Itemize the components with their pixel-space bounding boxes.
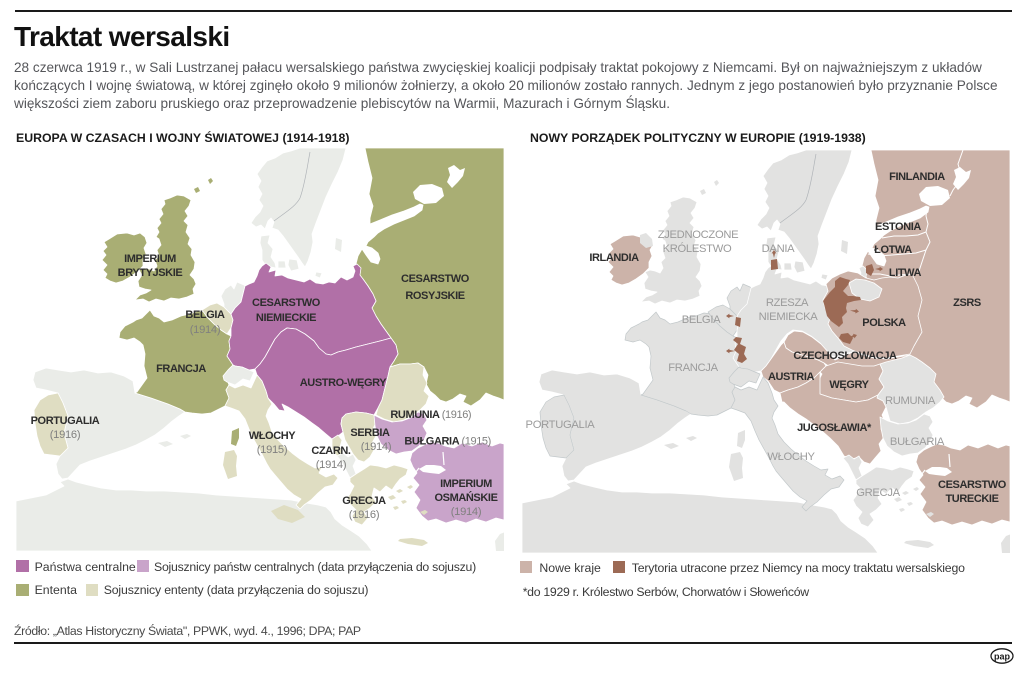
svg-text:OSMAŃSKIE: OSMAŃSKIE — [434, 491, 497, 504]
svg-text:LITWA: LITWA — [889, 267, 922, 279]
svg-text:AUSTRIA: AUSTRIA — [768, 371, 815, 383]
svg-text:IRLANDIA: IRLANDIA — [589, 252, 639, 264]
svg-text:CZARN.: CZARN. — [311, 445, 350, 457]
svg-text:BRYTYJSKIE: BRYTYJSKIE — [118, 267, 183, 279]
svg-text:CESARSTWO: CESARSTWO — [252, 297, 321, 309]
svg-text:FRANCJA: FRANCJA — [156, 363, 206, 375]
svg-text:pap: pap — [994, 651, 1011, 661]
svg-text:ROSYJSKIE: ROSYJSKIE — [405, 290, 464, 302]
svg-text:TURECKIE: TURECKIE — [945, 493, 998, 505]
svg-text:SERBIA: SERBIA — [350, 427, 390, 439]
svg-text:(1914): (1914) — [451, 506, 482, 518]
svg-text:ESTONIA: ESTONIA — [875, 221, 921, 233]
svg-text:WŁOCHY: WŁOCHY — [767, 451, 815, 463]
svg-text:CZECHOSŁOWACJA: CZECHOSŁOWACJA — [793, 350, 897, 362]
svg-text:(1914): (1914) — [190, 324, 221, 336]
svg-text:FRANCJA: FRANCJA — [668, 362, 718, 374]
svg-text:PORTUGALIA: PORTUGALIA — [31, 415, 100, 427]
svg-text:NIEMIECKA: NIEMIECKA — [759, 311, 819, 323]
svg-text:(1916): (1916) — [50, 429, 81, 441]
svg-text:WĘGRY: WĘGRY — [829, 379, 869, 391]
svg-text:DANIA: DANIA — [762, 243, 796, 255]
svg-text:BUŁGARIA: BUŁGARIA — [890, 436, 945, 448]
svg-text:POLSKA: POLSKA — [862, 317, 906, 329]
svg-text:GRECJA: GRECJA — [856, 487, 900, 499]
svg-text:BELGIA: BELGIA — [185, 309, 225, 321]
svg-text:IMPERIUM: IMPERIUM — [440, 478, 492, 490]
svg-text:JUGOSŁAWIA*: JUGOSŁAWIA* — [797, 422, 872, 434]
svg-text:RZESZA: RZESZA — [766, 297, 809, 309]
svg-text:AUSTRO-WĘGRY: AUSTRO-WĘGRY — [300, 377, 388, 389]
svg-text:FINLANDIA: FINLANDIA — [889, 171, 945, 183]
svg-text:BELGIA: BELGIA — [682, 314, 721, 326]
svg-text:(1915): (1915) — [257, 444, 288, 456]
svg-text:(1916): (1916) — [349, 509, 380, 521]
svg-text:(1914): (1914) — [316, 459, 347, 471]
svg-text:CESARSTWO: CESARSTWO — [938, 479, 1007, 491]
svg-text:ŁOTWA: ŁOTWA — [874, 244, 912, 256]
svg-text:RUMUNIA: RUMUNIA — [885, 395, 936, 407]
svg-text:IMPERIUM: IMPERIUM — [124, 253, 176, 265]
svg-text:(1914): (1914) — [361, 441, 392, 453]
svg-text:ZSRS: ZSRS — [953, 297, 981, 309]
svg-text:BUŁGARIA (1915): BUŁGARIA (1915) — [404, 436, 491, 448]
svg-text:RUMUNIA (1916): RUMUNIA (1916) — [390, 409, 471, 421]
svg-text:WŁOCHY: WŁOCHY — [249, 430, 297, 442]
svg-text:KRÓLESTWO: KRÓLESTWO — [663, 242, 732, 255]
svg-text:GRECJA: GRECJA — [342, 495, 386, 507]
svg-text:CESARSTWO: CESARSTWO — [401, 273, 470, 285]
svg-text:NIEMIECKIE: NIEMIECKIE — [256, 312, 316, 324]
svg-text:PORTUGALIA: PORTUGALIA — [526, 419, 596, 431]
svg-text:ZJEDNOCZONE: ZJEDNOCZONE — [658, 229, 739, 241]
